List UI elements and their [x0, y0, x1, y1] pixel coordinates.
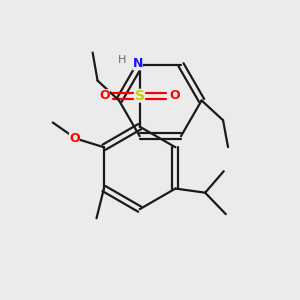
Text: O: O: [99, 89, 110, 102]
Text: N: N: [132, 57, 143, 70]
Text: O: O: [69, 132, 80, 145]
Text: H: H: [118, 55, 127, 65]
Text: S: S: [135, 89, 145, 103]
Text: O: O: [169, 89, 180, 102]
